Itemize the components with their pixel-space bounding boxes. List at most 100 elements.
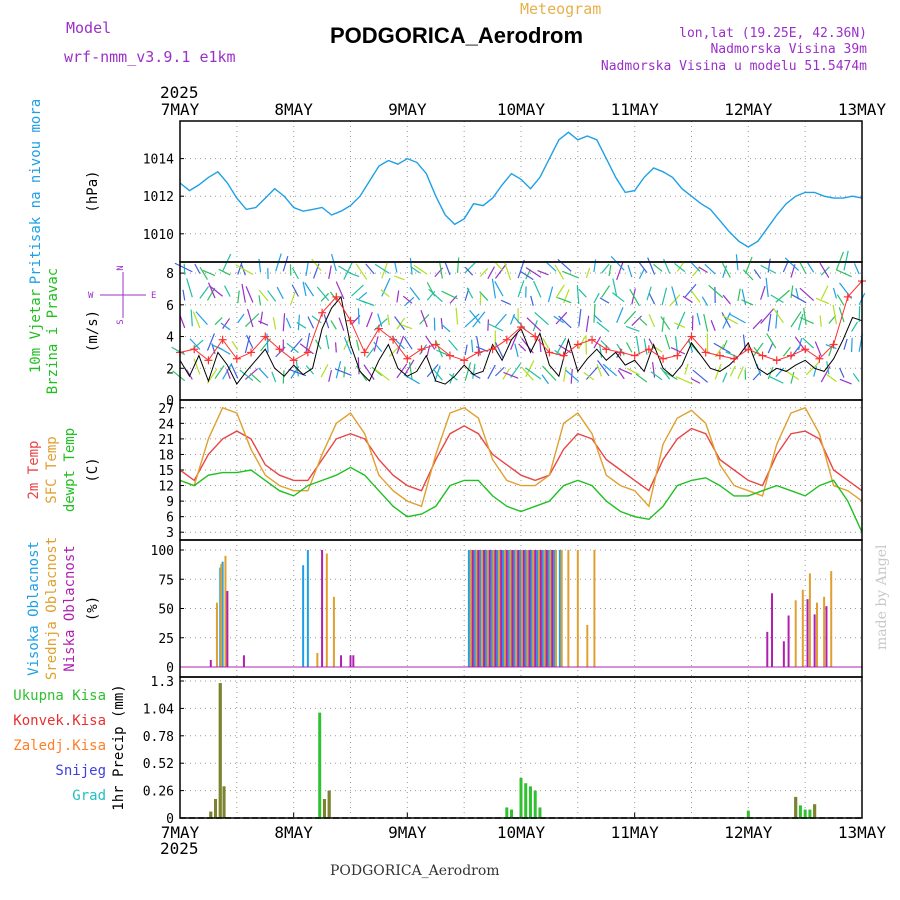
- wind-arrow: [320, 363, 329, 378]
- bar: [473, 550, 476, 667]
- bar: [469, 550, 472, 667]
- wind-arrow: [767, 366, 774, 380]
- bar: [220, 564, 223, 667]
- wind-arrow: [455, 307, 459, 325]
- wind-arrow: [765, 277, 769, 298]
- y-axis-label: (C): [85, 457, 101, 482]
- wind-arrow: [836, 294, 845, 306]
- ytick-label: 4: [166, 331, 174, 346]
- wind-arrow: [638, 262, 648, 273]
- wind-arrow: [629, 288, 640, 307]
- ytick-label: 25: [158, 632, 174, 647]
- wind-arrow: [464, 262, 476, 274]
- wind-arrow: [343, 337, 353, 355]
- wind-arrow: [260, 338, 272, 352]
- station-title: PODGORICA_Aerodrom: [330, 23, 583, 48]
- day-label-top: 7MAY: [161, 100, 200, 119]
- wind-arrow: [276, 286, 284, 300]
- y-axis-label: 1hr Precip (mm): [111, 684, 127, 810]
- wind-arrow: [626, 367, 640, 376]
- wind-arrow: [192, 311, 201, 329]
- wind-arrow: [635, 335, 640, 355]
- wind-arrow: [494, 313, 507, 327]
- wind-arrow: [448, 339, 458, 351]
- bar: [794, 796, 798, 818]
- wind-arrow: [500, 299, 511, 306]
- wind-arrow: [258, 289, 269, 302]
- wind-arrow: [525, 269, 531, 280]
- wind-arrow: [850, 337, 853, 353]
- wind-arrow: [224, 285, 231, 297]
- bar: [215, 602, 218, 667]
- wind-arrow: [557, 258, 572, 272]
- wind-arrow: [599, 344, 603, 358]
- wind-arrow: [409, 286, 421, 301]
- wind-arrow: [625, 325, 640, 332]
- wind-arrow: [218, 268, 231, 276]
- wind-arrow: [282, 255, 289, 272]
- wind-arrow: [290, 289, 297, 305]
- bar: [218, 683, 222, 818]
- credit-label: made by Angel: [874, 544, 890, 650]
- wind-arrow: [285, 317, 292, 329]
- wind-arrow: [692, 369, 708, 383]
- wind-arrow: [380, 289, 390, 298]
- altitude-label: Nadmorska Visina 39m: [710, 42, 867, 57]
- wind-arrow: [503, 371, 519, 379]
- wind-arrow: [669, 294, 681, 307]
- wind-arrow: [553, 315, 564, 324]
- side-label: Pritisak na nivou mora: [28, 99, 44, 284]
- wind-arrow: [282, 313, 286, 332]
- wind-arrow: [585, 315, 590, 332]
- wind-arrow: [635, 373, 648, 383]
- wind-arrow: [179, 315, 186, 329]
- wind-arrow: [729, 365, 736, 377]
- panel-side-labels: Pritisak na nivou mora 10m Vjetar Brzina i…: [13, 99, 106, 804]
- bar: [813, 614, 816, 667]
- bar: [505, 550, 508, 667]
- wind-arrow: [660, 316, 671, 331]
- wind-arrow: [456, 257, 460, 273]
- bar: [576, 550, 579, 667]
- wind-arrow: [420, 310, 428, 328]
- legend-label: Konvek.Kisa: [13, 713, 106, 729]
- legend-label: Grad: [72, 788, 106, 804]
- bar: [510, 809, 514, 818]
- wind-arrow: [546, 261, 557, 272]
- wind-arrow: [271, 371, 277, 383]
- wind-arrow: [647, 257, 656, 275]
- wind-arrow: [578, 288, 587, 298]
- side-label: Niska Oblacnost: [62, 545, 78, 671]
- wind-arrow: [377, 313, 383, 327]
- series-line: [179, 406, 863, 508]
- wind-arrow: [608, 264, 612, 277]
- wind-arrow: [206, 333, 215, 351]
- wind-arrow: [330, 320, 337, 330]
- wind-arrow: [231, 340, 239, 351]
- compass-south: S: [116, 319, 126, 324]
- bar: [746, 810, 750, 818]
- wind-arrow: [338, 265, 352, 275]
- wind-arrow: [814, 341, 822, 357]
- legend-label: Ukupna Kisa: [13, 688, 106, 704]
- bar: [801, 589, 804, 667]
- wind-arrow: [676, 311, 686, 330]
- bar: [803, 809, 807, 818]
- bar: [519, 550, 522, 667]
- y-axis-label: (m/s): [85, 310, 101, 352]
- bar: [519, 777, 523, 818]
- wind-arrow: [593, 314, 602, 323]
- day-label-top: 9MAY: [388, 100, 427, 119]
- wind-arrow: [195, 311, 208, 326]
- wind-arrow: [373, 341, 383, 352]
- bar: [505, 807, 509, 818]
- wind-arrow: [701, 296, 709, 307]
- wind-arrow: [756, 363, 762, 376]
- wind-arrow: [374, 263, 390, 274]
- wind-arrow: [186, 278, 193, 298]
- bar: [816, 602, 819, 667]
- wind-arrow: [408, 361, 413, 380]
- wind-arrow: [805, 361, 820, 376]
- wind-arrow: [772, 307, 784, 324]
- wind-arrow: [832, 287, 838, 299]
